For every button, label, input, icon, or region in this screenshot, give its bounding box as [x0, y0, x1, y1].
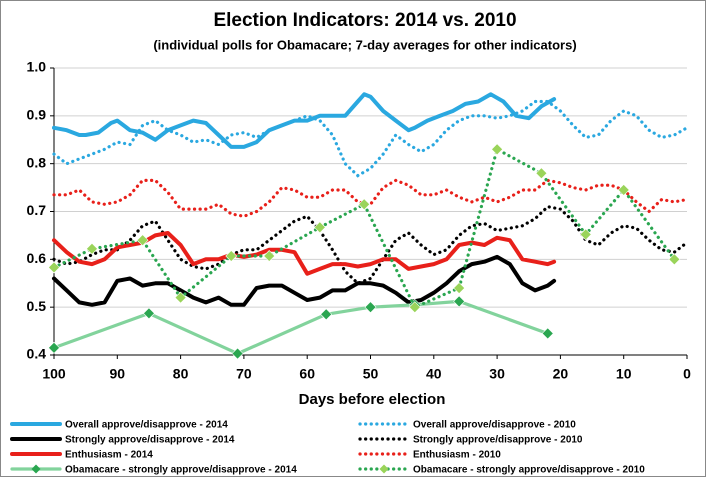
- legend-label: Strongly approve/disapprove - 2014: [65, 435, 235, 446]
- data-marker: [668, 253, 681, 266]
- legend-marker: [379, 464, 389, 474]
- x-axis-title: Days before election: [299, 391, 446, 408]
- series-line: [52, 92, 557, 149]
- x-tick-label: 20: [553, 366, 569, 382]
- data-marker: [579, 228, 592, 241]
- data-marker: [143, 307, 155, 320]
- y-tick-label: 0.4: [27, 346, 47, 362]
- x-tick-label: 0: [683, 366, 691, 382]
- legend-label: Strongly approve/disapprove - 2010: [413, 435, 583, 446]
- data-marker: [491, 143, 504, 156]
- y-tick-label: 1.0: [27, 59, 47, 75]
- data-marker: [225, 250, 238, 262]
- legend-label: Enthusiasm - 2014: [65, 450, 153, 461]
- series-line: [52, 178, 689, 218]
- x-tick-label: 60: [299, 366, 315, 382]
- y-tick-label: 0.6: [27, 250, 47, 266]
- chart-subtitle: (individual polls for Obamacare; 7-day a…: [153, 37, 576, 52]
- x-tick-label: 40: [426, 366, 442, 382]
- y-tick-label: 0.5: [27, 298, 47, 314]
- data-marker: [535, 167, 548, 180]
- legend-label: Obamacare - strongly approve/disapprove …: [413, 465, 645, 476]
- data-marker: [617, 184, 630, 196]
- series-line: [52, 299, 550, 356]
- y-tick-label: 0.7: [27, 202, 47, 218]
- data-marker: [453, 282, 466, 294]
- data-marker: [48, 261, 60, 274]
- legend-label: Enthusiasm - 2010: [413, 450, 501, 461]
- x-tick-label: 90: [110, 366, 126, 382]
- legend-marker: [31, 464, 41, 474]
- data-marker: [364, 301, 377, 314]
- series-line: [52, 231, 557, 276]
- x-tick-label: 10: [616, 366, 632, 382]
- series-line: [52, 254, 557, 307]
- y-tick-label: 0.9: [27, 107, 47, 123]
- data-marker: [86, 242, 98, 255]
- data-marker: [263, 250, 276, 262]
- y-tick-label: 0.8: [27, 154, 47, 170]
- legend-label: Overall approve/disapprove - 2014: [65, 420, 228, 431]
- x-tick-label: 50: [363, 366, 379, 382]
- data-marker: [231, 347, 244, 360]
- data-marker: [320, 308, 333, 321]
- x-tick-label: 100: [42, 366, 66, 382]
- legend-label: Overall approve/disapprove - 2010: [413, 420, 576, 431]
- data-marker: [453, 295, 466, 308]
- x-tick-label: 80: [173, 366, 189, 382]
- data-marker: [313, 221, 326, 234]
- chart-title: Election Indicators: 2014 vs. 2010: [213, 10, 516, 31]
- data-marker: [174, 291, 187, 304]
- data-marker: [136, 234, 149, 247]
- x-tick-label: 70: [236, 366, 252, 382]
- data-marker: [408, 301, 421, 314]
- x-tick-label: 30: [489, 366, 505, 382]
- legend-label: Obamacare - strongly approve/disapprove …: [65, 465, 297, 476]
- data-marker: [541, 327, 554, 340]
- data-marker: [48, 341, 60, 354]
- data-marker: [358, 198, 371, 211]
